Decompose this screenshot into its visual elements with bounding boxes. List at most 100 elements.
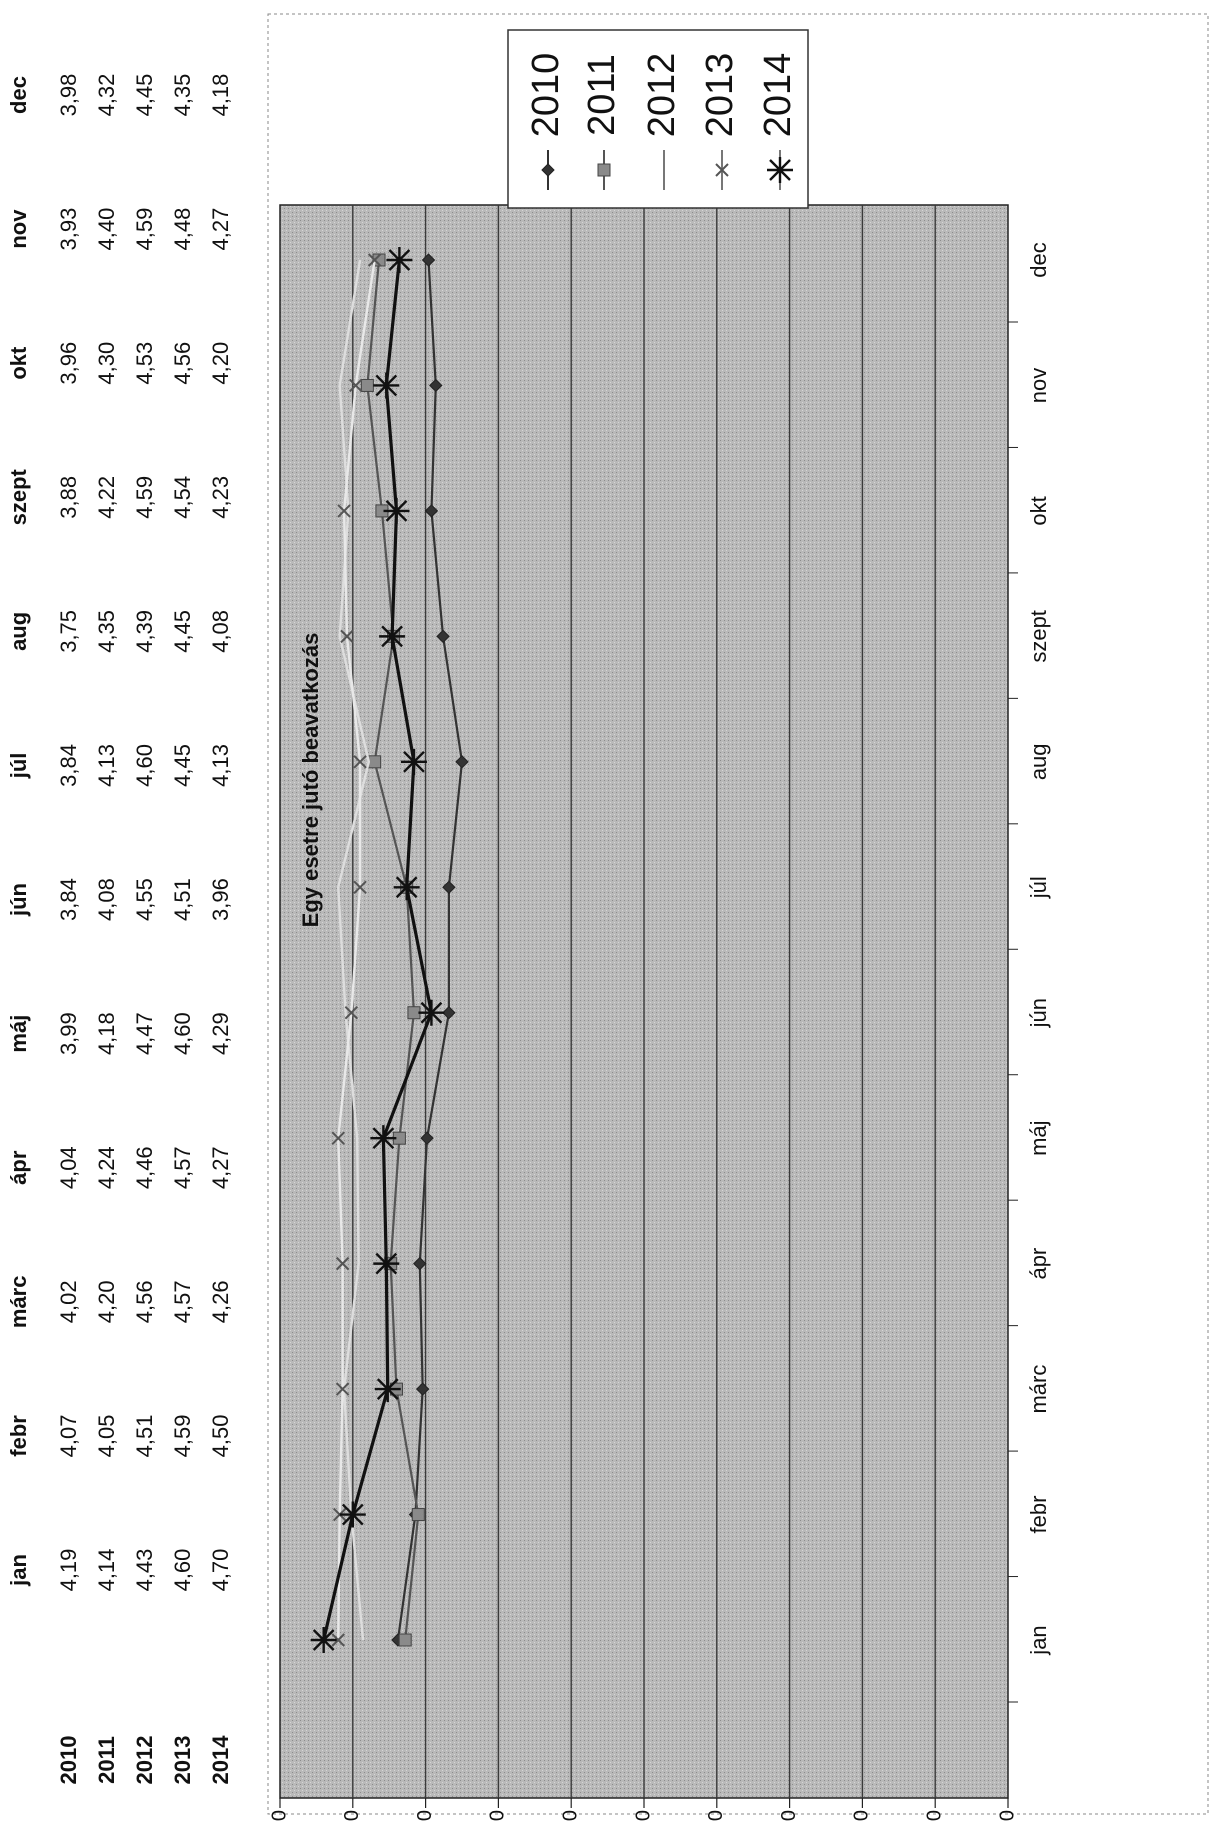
table-column-header: jún	[6, 883, 31, 917]
table-cell: 3,84	[56, 878, 81, 921]
table-cell: 3,75	[56, 610, 81, 653]
data-point-x	[353, 880, 367, 894]
table-cell: 4,51	[132, 1414, 157, 1457]
table-cell: 4,35	[94, 610, 119, 653]
table-column-header: jan	[6, 1554, 31, 1587]
value-tick-label: 2,50	[632, 1810, 654, 1821]
value-tick-label: 4,50	[341, 1810, 363, 1821]
table-cell: 3,96	[208, 878, 233, 921]
table-cell: 4,08	[94, 878, 119, 921]
legend-box	[507, 29, 809, 209]
table-cell: 4,32	[94, 74, 119, 117]
category-tick-label: jún	[1026, 998, 1051, 1028]
series-line-2013	[337, 259, 376, 1641]
value-tick-label: 0,00	[996, 1810, 1018, 1821]
data-point-star	[767, 157, 793, 183]
data-point-x	[340, 629, 354, 644]
value-tick-label: 1,00	[851, 1810, 873, 1821]
data-point-diamond	[429, 378, 443, 393]
table-cell: 4,57	[170, 1146, 195, 1189]
legend-label: 2012	[641, 53, 683, 138]
data-point-diamond	[442, 1006, 456, 1020]
table-cell: 3,93	[56, 208, 81, 251]
table-column-header: szept	[6, 468, 31, 525]
data-point-square	[360, 378, 374, 392]
data-point-star	[400, 748, 427, 775]
category-tick-label: márc	[1026, 1365, 1051, 1414]
table-cell: 4,50	[208, 1414, 233, 1457]
data-point-x	[349, 378, 363, 393]
table-cell: 4,39	[132, 610, 157, 653]
category-tick-label: máj	[1026, 1120, 1051, 1155]
value-tick-label: 1,50	[778, 1810, 800, 1821]
table-cell: 4,53	[132, 342, 157, 385]
table-cell: 4,04	[56, 1146, 81, 1189]
table-cell: 4,56	[132, 1280, 157, 1323]
data-point-star	[386, 247, 413, 273]
table-cell: 4,59	[132, 476, 157, 519]
data-point-square	[368, 755, 382, 769]
table-cell: 4,47	[132, 1012, 157, 1055]
series-2013	[331, 253, 382, 1647]
table-cell: 4,24	[94, 1146, 119, 1189]
table-cell: 4,19	[56, 1549, 81, 1592]
value-tick-label: 2,00	[705, 1810, 727, 1821]
category-tick-label: szept	[1026, 610, 1051, 663]
data-point-star	[374, 1376, 401, 1403]
data-point-star	[393, 874, 420, 901]
data-point-square	[597, 163, 611, 177]
table-column-header: nov	[6, 209, 31, 249]
table-cell: 4,59	[170, 1414, 195, 1457]
data-point-x	[337, 504, 351, 518]
table-cell: 4,02	[56, 1280, 81, 1323]
table-cell: 4,20	[94, 1280, 119, 1323]
value-tick-label: 3,50	[487, 1810, 509, 1821]
data-point-square	[407, 1006, 421, 1020]
table-row-year: 2010	[56, 1736, 81, 1785]
series-line-2010	[396, 259, 464, 1641]
data-point-x	[332, 1507, 347, 1522]
table-cell: 4,08	[208, 610, 233, 653]
table-cell: 4,60	[170, 1012, 195, 1055]
table-cell: 3,96	[56, 342, 81, 385]
table-cell: 4,60	[132, 744, 157, 787]
data-point-star	[383, 497, 410, 524]
category-tick-label: febr	[1026, 1496, 1051, 1534]
data-point-star	[418, 999, 445, 1026]
table-row-year: 2012	[132, 1736, 157, 1785]
category-tick-label: nov	[1026, 368, 1051, 403]
data-point-diamond	[541, 163, 555, 177]
data-point-star	[310, 1627, 337, 1653]
table-column-header: júl	[6, 753, 31, 780]
legend-label: 2010	[525, 53, 567, 138]
legend-label: 2014	[757, 53, 799, 138]
table-cell: 4,27	[208, 208, 233, 251]
chart-title: Egy esetre jutó beavatkozás	[298, 633, 323, 928]
table-cell: 4,57	[170, 1280, 195, 1323]
table-column-header: márc	[6, 1276, 31, 1329]
table-cell: 4,56	[170, 342, 195, 385]
legend-label: 2011	[581, 54, 623, 136]
legend-label: 2013	[699, 53, 741, 138]
table-cell: 4,23	[208, 476, 233, 519]
value-tick-label: 0,50	[923, 1810, 945, 1821]
table-cell: 4,48	[170, 208, 195, 251]
data-point-x	[335, 1256, 350, 1271]
table-cell: 4,46	[132, 1146, 157, 1189]
chart-frame	[267, 13, 1209, 1815]
category-tick-label: júl	[1026, 876, 1051, 899]
table-column-header: febr	[6, 1415, 31, 1457]
table-cell: 4,60	[170, 1549, 195, 1592]
data-point-star	[339, 1501, 366, 1528]
table-cell: 4,27	[208, 1146, 233, 1189]
table-cell: 4,05	[94, 1414, 119, 1457]
data-point-square	[411, 1508, 425, 1522]
data-point-diamond	[415, 1382, 430, 1396]
table-cell: 4,18	[208, 74, 233, 117]
table-row-year: 2011	[94, 1736, 119, 1784]
table-column-header: aug	[6, 612, 31, 651]
table-cell: 4,51	[170, 878, 195, 921]
data-point-diamond	[424, 504, 439, 518]
